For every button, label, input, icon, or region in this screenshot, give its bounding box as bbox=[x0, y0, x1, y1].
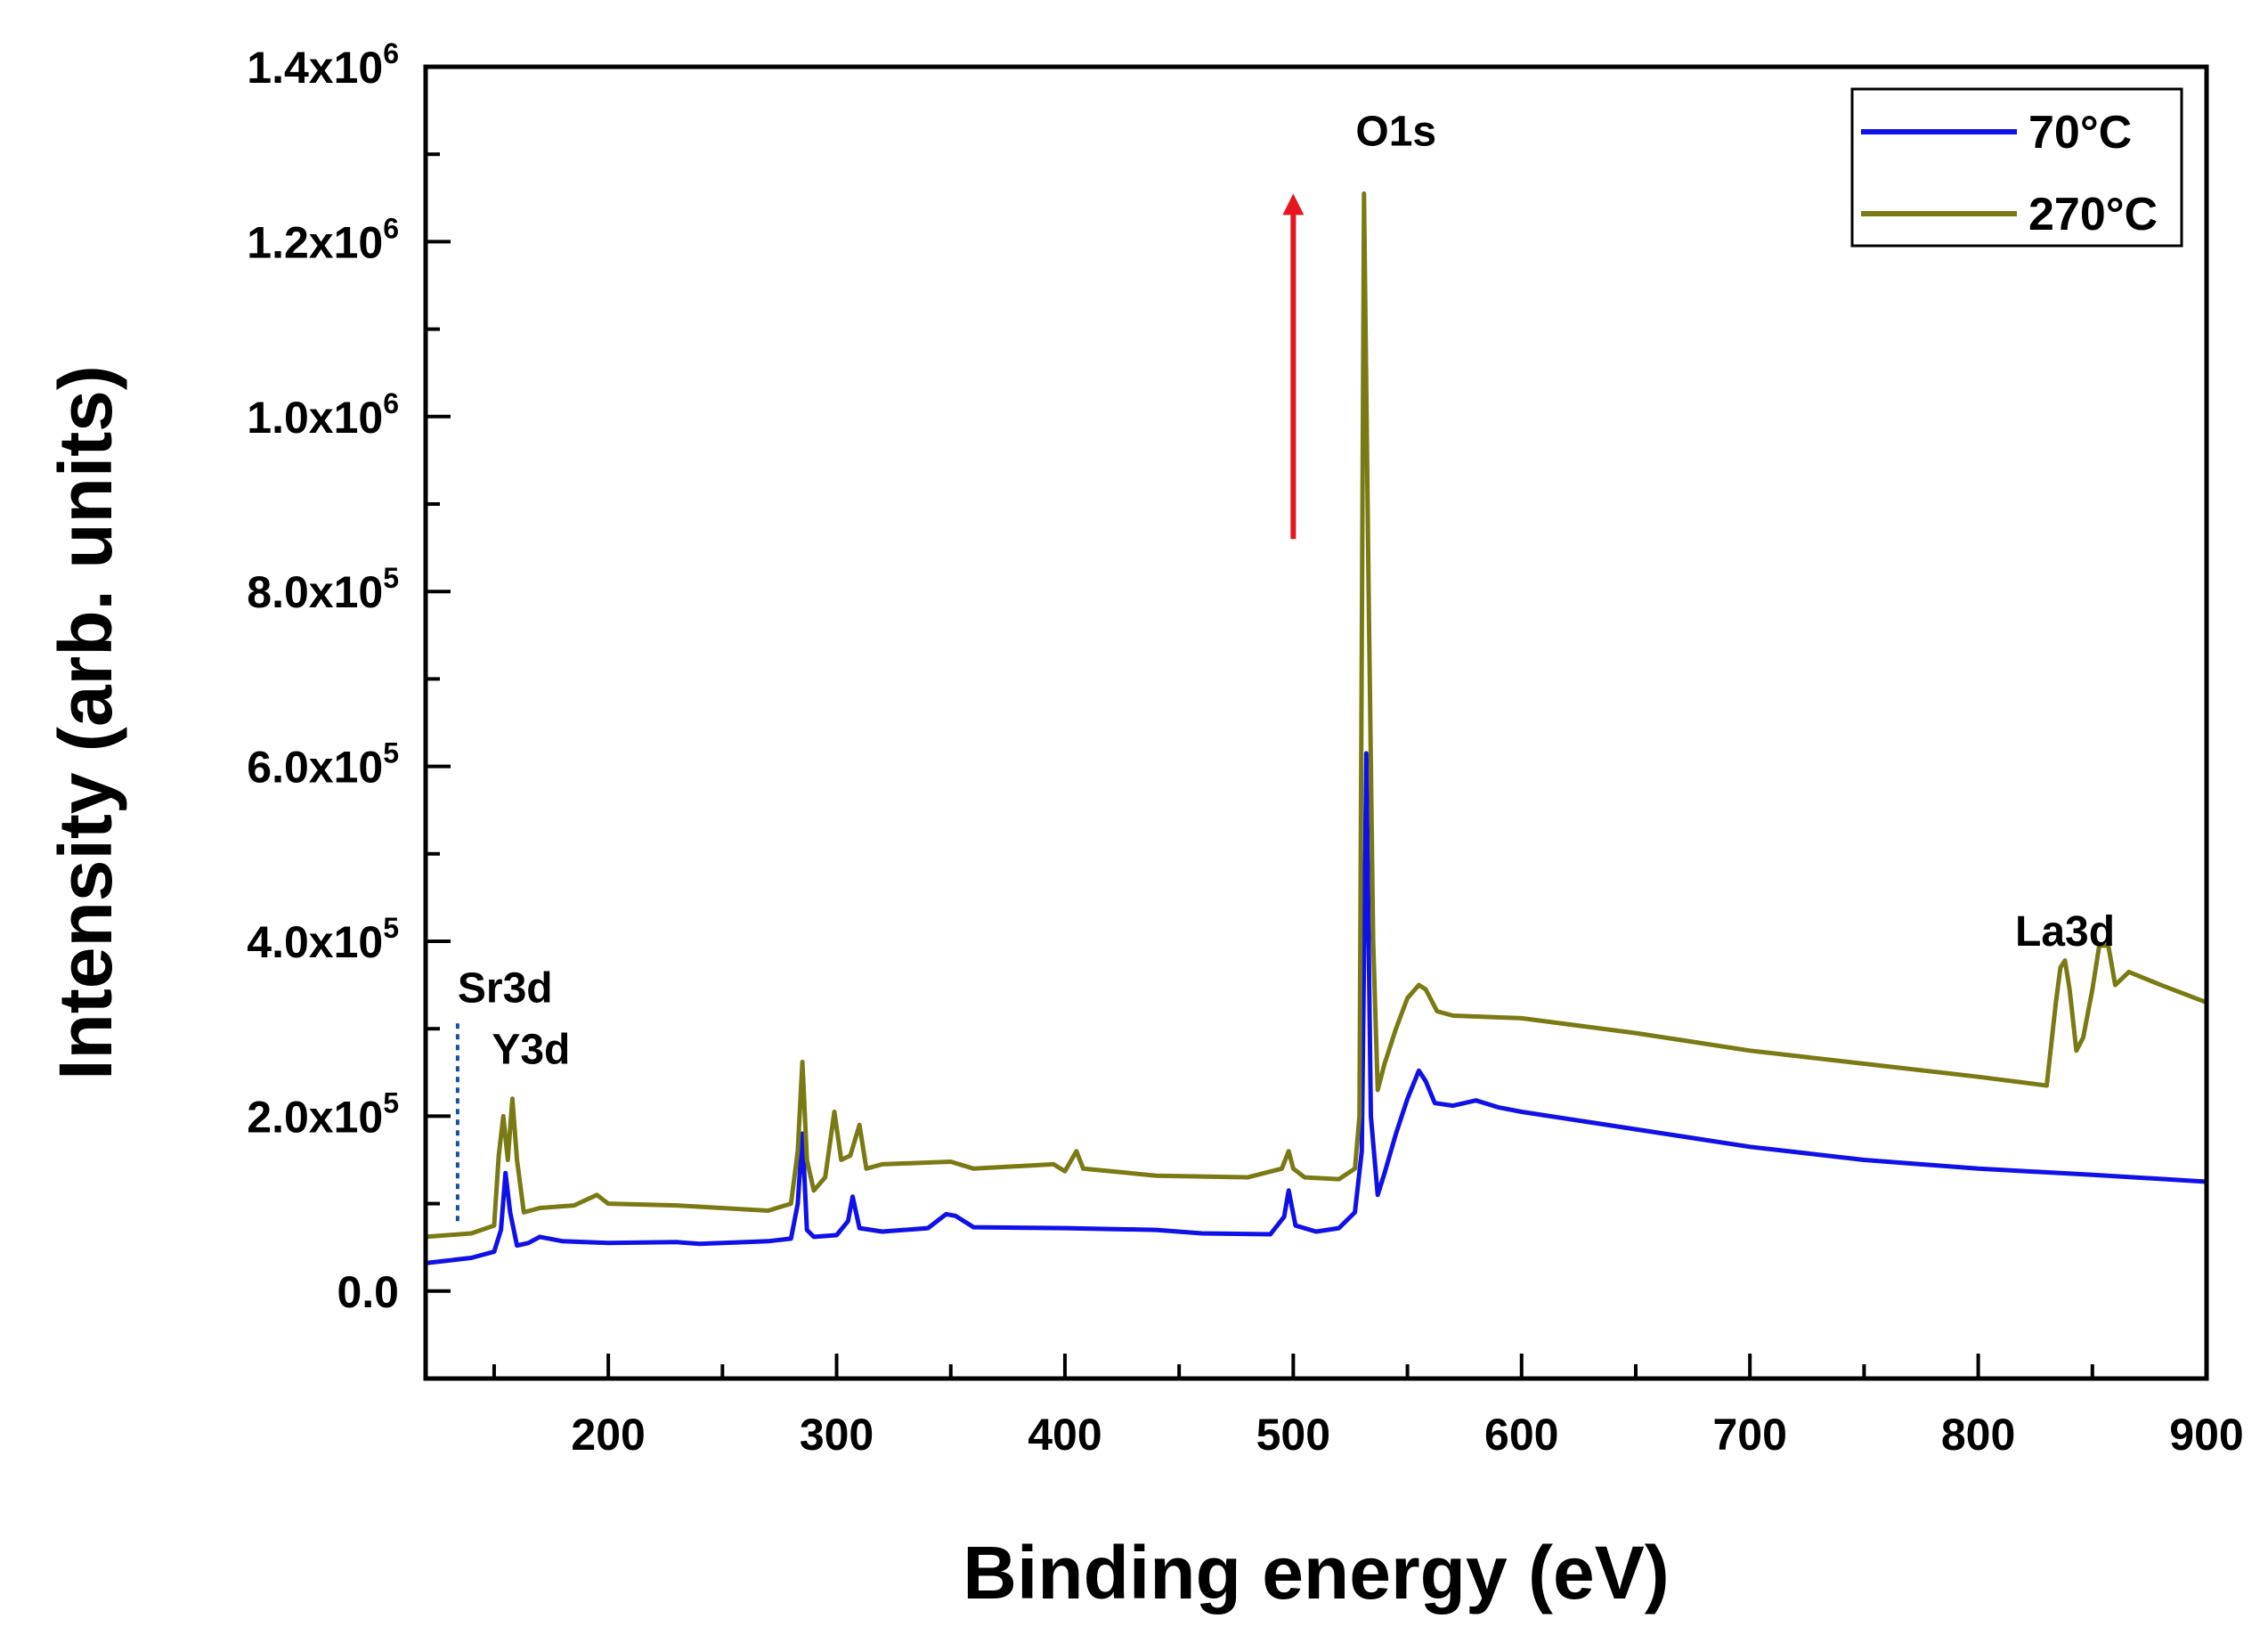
y-tick-label: 1.2x106 bbox=[247, 212, 399, 267]
la3d-label: La3d bbox=[2015, 908, 2115, 956]
tick-layer: 200 300 400 500 600 700 800 900 0.0 2.0x105 4.0x10… bbox=[247, 37, 2243, 1460]
x-tick-label: 300 bbox=[800, 1410, 874, 1460]
sr3d-label: Sr3d bbox=[458, 965, 553, 1013]
plot-frame bbox=[423, 64, 2209, 1381]
legend-entry: 70°C bbox=[2028, 107, 2132, 159]
annotation-layer: O1s La3d Sr3d Y3d bbox=[455, 108, 2115, 1222]
y-tick-label: 4.0x105 bbox=[247, 912, 399, 967]
legend: 70°C 270°C bbox=[1850, 87, 2183, 248]
y-tick-label: 0.0 bbox=[337, 1267, 399, 1317]
y-tick-label: 2.0x105 bbox=[247, 1086, 399, 1142]
y-tick-label: 6.0x105 bbox=[247, 737, 399, 793]
y-tick-label: 8.0x105 bbox=[247, 562, 399, 617]
x-axis-title: Binding energy (eV) bbox=[963, 1531, 1669, 1615]
x-tick-label: 900 bbox=[2169, 1410, 2243, 1460]
o1s-arrow-head bbox=[1282, 193, 1305, 216]
series-line-270C bbox=[425, 191, 2207, 1240]
x-tick-label: 500 bbox=[1256, 1410, 1330, 1460]
legend-box bbox=[1850, 87, 2183, 248]
x-tick-label: 800 bbox=[1941, 1410, 2015, 1460]
series-layer bbox=[425, 191, 2207, 1265]
x-tick-label: 600 bbox=[1484, 1410, 1558, 1460]
x-tick-label: 700 bbox=[1712, 1410, 1786, 1460]
x-tick-label: 400 bbox=[1028, 1410, 1101, 1460]
o1s-label: O1s bbox=[1355, 108, 1436, 155]
y-tick-label: 1.4x106 bbox=[247, 37, 399, 93]
series-line-70C bbox=[425, 751, 2207, 1265]
y-tick-label: 1.0x106 bbox=[247, 387, 399, 443]
x-tick-label: 200 bbox=[571, 1410, 645, 1460]
legend-entry: 270°C bbox=[2028, 189, 2158, 240]
y-axis-title: Intensity (arb. units) bbox=[44, 365, 127, 1080]
y3d-label: Y3d bbox=[492, 1026, 570, 1073]
